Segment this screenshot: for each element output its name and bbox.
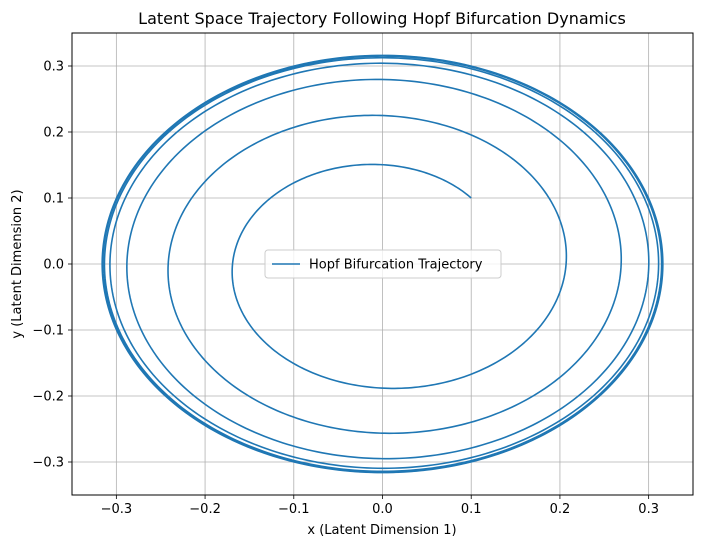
legend-label: Hopf Bifurcation Trajectory	[309, 258, 483, 273]
y-tick-label: 0.3	[43, 60, 64, 75]
legend-box	[264, 249, 502, 279]
legend: Hopf Bifurcation Trajectory	[264, 249, 502, 279]
y-tick-label: 0.2	[43, 126, 64, 141]
y-tick-label: 0.0	[43, 258, 64, 273]
y-tick-label: −0.1	[32, 324, 64, 339]
y-ticks: −0.3 −0.2 −0.1 0.0 0.1 0.2 0.3	[32, 60, 72, 471]
x-tick-label: −0.3	[101, 502, 133, 517]
x-ticks: −0.3 −0.2 −0.1 0.0 0.1 0.2 0.3	[101, 495, 659, 517]
x-tick-label: 0.3	[638, 502, 659, 517]
chart-title: Latent Space Trajectory Following Hopf B…	[138, 9, 626, 28]
x-tick-label: −0.1	[278, 502, 310, 517]
x-tick-label: 0.2	[550, 502, 571, 517]
trajectory-line	[101, 54, 664, 474]
y-tick-label: −0.2	[32, 390, 64, 405]
y-tick-label: 0.1	[43, 192, 64, 207]
y-axis-label: y (Latent Dimension 2)	[10, 189, 25, 338]
y-tick-label: −0.3	[32, 456, 64, 471]
plot-area	[101, 54, 664, 474]
x-tick-label: 0.0	[372, 502, 393, 517]
x-tick-label: −0.2	[189, 502, 221, 517]
x-axis-label: x (Latent Dimension 1)	[307, 523, 456, 538]
x-tick-label: 0.1	[461, 502, 482, 517]
